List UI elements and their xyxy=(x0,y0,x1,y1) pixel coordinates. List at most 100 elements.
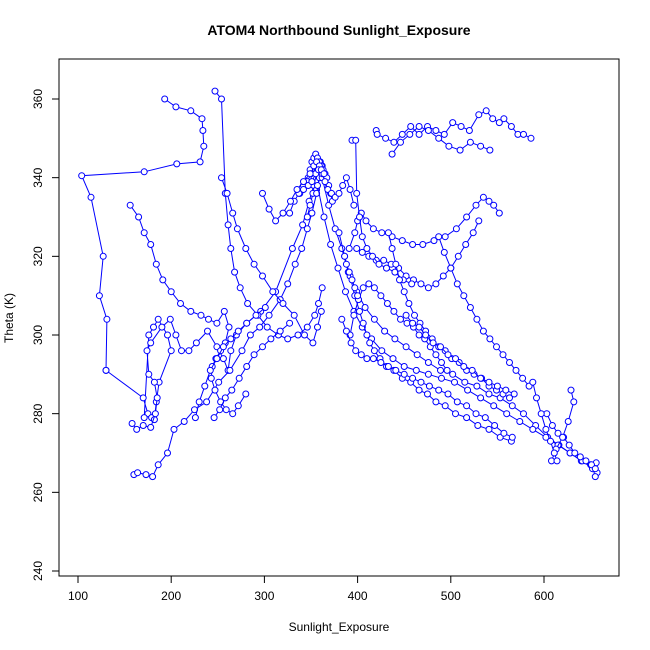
data-point xyxy=(352,136,360,144)
data-point xyxy=(320,170,328,178)
data-point xyxy=(140,229,148,237)
data-point xyxy=(443,366,451,374)
data-point xyxy=(529,425,537,433)
data-point xyxy=(482,107,490,115)
data-point xyxy=(359,319,367,327)
data-point xyxy=(290,311,298,319)
data-point xyxy=(152,260,160,268)
data-point xyxy=(294,331,302,339)
data-point xyxy=(342,327,350,335)
data-point xyxy=(150,378,158,386)
data-point xyxy=(286,319,294,327)
data-point xyxy=(153,394,161,402)
data-point xyxy=(451,378,458,386)
data-point xyxy=(306,170,314,178)
data-point xyxy=(284,335,292,343)
data-point xyxy=(463,402,471,410)
data-point xyxy=(564,418,572,425)
data-point xyxy=(567,386,575,394)
data-point xyxy=(365,280,373,288)
x-tick-label: 100 xyxy=(68,589,88,603)
data-point xyxy=(363,331,371,339)
data-point xyxy=(164,331,171,339)
data-point xyxy=(441,233,449,241)
data-point xyxy=(390,138,398,146)
data-point xyxy=(452,410,459,418)
data-point xyxy=(158,323,166,331)
data-point xyxy=(291,260,299,268)
data-point xyxy=(357,351,365,359)
series-20 xyxy=(259,170,314,225)
data-point xyxy=(375,260,383,268)
data-point xyxy=(382,134,390,142)
data-point xyxy=(461,378,469,386)
data-point xyxy=(411,311,418,319)
data-point xyxy=(293,186,301,193)
data-point xyxy=(147,241,155,248)
data-point xyxy=(424,284,432,292)
data-point xyxy=(435,134,443,142)
data-point xyxy=(161,95,169,103)
data-point xyxy=(430,237,438,245)
data-point xyxy=(506,359,513,366)
data-point xyxy=(424,390,431,398)
data-point xyxy=(512,366,520,374)
data-point xyxy=(356,213,363,221)
data-point xyxy=(345,245,353,252)
data-point xyxy=(221,394,229,402)
data-point xyxy=(571,449,579,457)
data-point xyxy=(102,366,110,374)
data-point xyxy=(342,174,350,182)
data-point xyxy=(444,390,452,398)
data-point xyxy=(537,410,545,418)
data-point xyxy=(203,398,211,406)
data-point xyxy=(164,449,171,457)
data-point xyxy=(398,237,406,245)
data-point xyxy=(472,201,480,209)
data-point xyxy=(392,260,400,268)
data-point xyxy=(570,398,578,406)
data-point xyxy=(559,433,567,441)
data-point xyxy=(311,311,319,319)
data-point xyxy=(233,225,241,233)
data-point xyxy=(432,398,440,406)
series-30 xyxy=(191,304,269,422)
data-point xyxy=(242,245,250,252)
data-point xyxy=(435,386,443,394)
data-point xyxy=(243,319,251,327)
data-point xyxy=(377,292,385,300)
data-point xyxy=(503,410,511,418)
series-line xyxy=(438,236,530,387)
series-24 xyxy=(402,311,518,398)
data-point xyxy=(145,370,153,378)
y-tick-label: 280 xyxy=(31,403,45,423)
data-point xyxy=(390,307,398,315)
data-point xyxy=(301,331,308,339)
data-point xyxy=(309,339,317,347)
data-point xyxy=(78,172,86,180)
data-point xyxy=(211,386,219,394)
data-point xyxy=(227,347,235,355)
data-point xyxy=(317,307,325,315)
data-point xyxy=(447,264,455,272)
data-point xyxy=(170,425,178,433)
data-point xyxy=(444,351,452,359)
data-point xyxy=(408,280,416,288)
data-point xyxy=(246,331,254,339)
data-point xyxy=(529,378,537,386)
x-tick-label: 200 xyxy=(161,589,181,603)
data-point xyxy=(139,394,147,402)
data-point xyxy=(172,103,180,111)
data-point xyxy=(216,406,224,414)
data-point xyxy=(438,374,445,382)
data-point xyxy=(502,386,510,394)
data-point xyxy=(456,146,464,154)
data-point xyxy=(500,429,508,437)
data-point xyxy=(215,378,223,386)
data-point xyxy=(315,300,322,307)
data-point xyxy=(495,119,503,127)
data-point xyxy=(396,276,403,284)
data-point xyxy=(252,311,260,319)
data-point xyxy=(400,288,408,296)
data-point xyxy=(159,276,167,284)
